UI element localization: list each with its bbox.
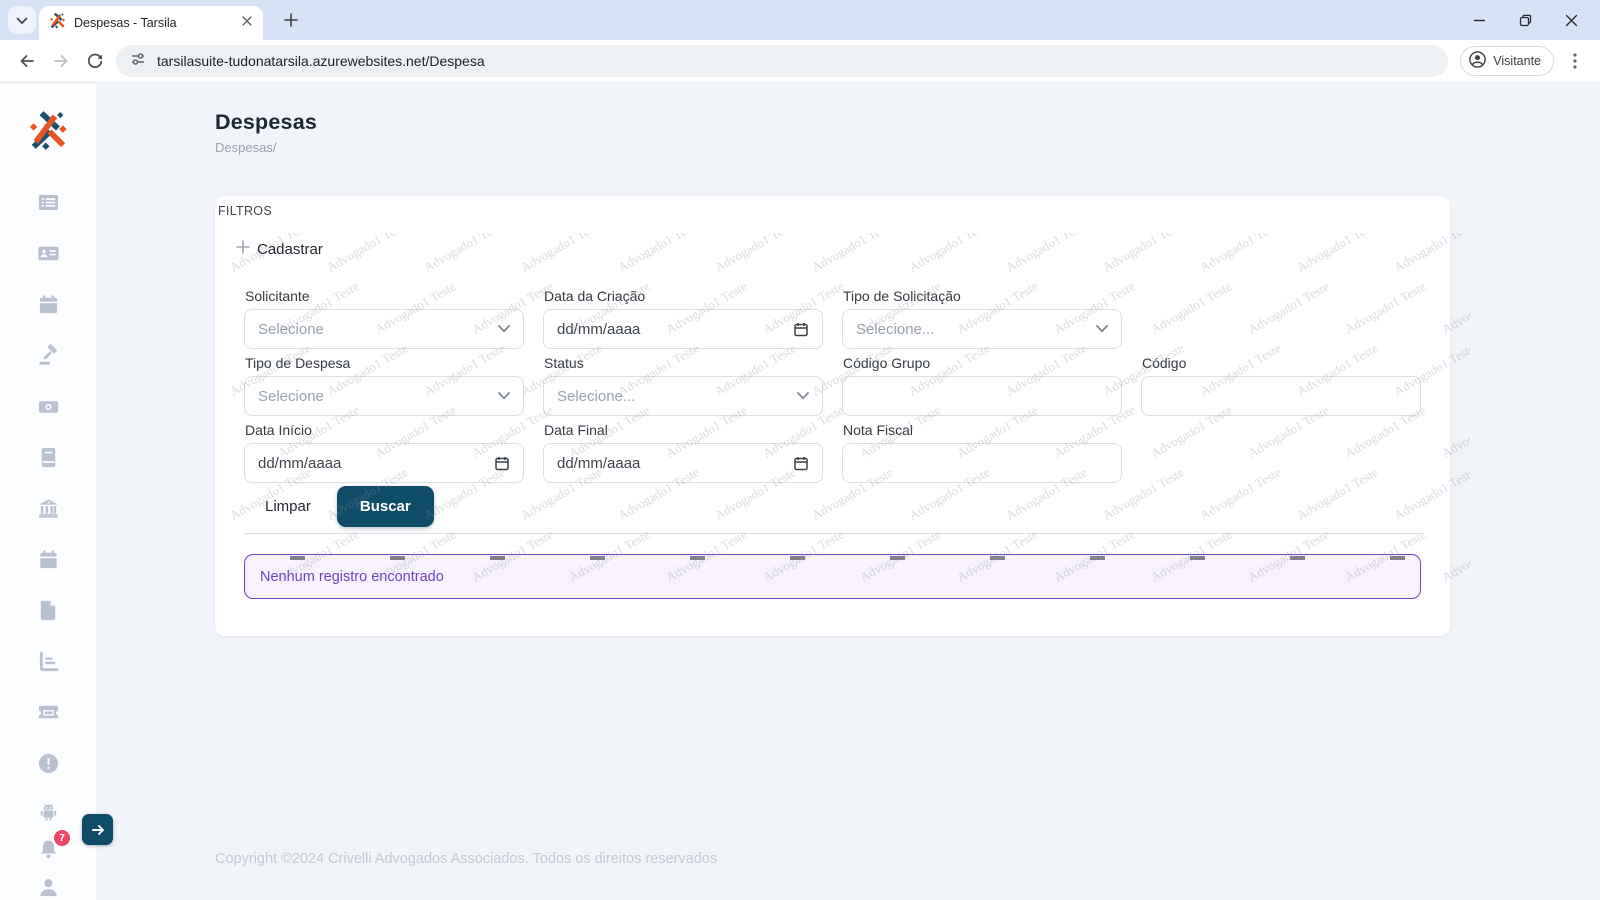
filters-grid: Solicitante Selecione Data da Criação dd… [244,288,1421,483]
tarsila-favicon-icon [49,12,66,34]
data-inicio-input[interactable]: dd/mm/aaaa [244,443,524,483]
sidebar-item-book[interactable] [35,444,61,470]
calendar-picker-icon[interactable] [793,455,809,471]
solicitante-select[interactable]: Selecione [244,309,524,349]
alert-wrap: Nenhum registro encontrado [244,554,1421,599]
url-text: tarsilasuite-tudonatarsila.azurewebsites… [157,53,485,69]
sidebar-nav [35,189,61,776]
codigo-grupo-input[interactable] [842,376,1122,416]
profile-label: Visitante [1493,54,1541,68]
breadcrumb: Despesas/ [215,140,277,155]
buscar-button[interactable]: Buscar [336,486,434,527]
divider [244,533,1421,534]
chevron-down-icon [498,392,510,400]
nota-fiscal-input[interactable] [842,443,1122,483]
filter-field-solicitante: Solicitante Selecione [244,288,524,349]
tipo-despesa-select[interactable]: Selecione [244,376,524,416]
sidebar-item-contact-card[interactable] [35,240,61,266]
sidebar-item-calendar[interactable] [35,291,61,317]
tab-close-icon[interactable] [241,14,253,32]
cadastrar-label: Cadastrar [257,240,323,258]
browser-window: Despesas - Tarsila [0,0,1600,83]
sidebar-expand-button[interactable] [82,814,113,845]
footer-copyright: Copyright ©2024 Crivelli Advogados Assoc… [215,851,718,867]
browser-toolbar: tarsilasuite-tudonatarsila.azurewebsites… [0,40,1600,83]
profile-button[interactable]: Visitante [1460,46,1554,76]
filter-field-codigo: Código [1141,355,1421,416]
filter-field-tipo-solicitacao: Tipo de Solicitação Selecione... [842,288,1122,349]
chevron-down-icon [797,392,809,400]
minimize-button[interactable] [1456,0,1502,40]
filter-field-data-inicio: Data Início dd/mm/aaaa [244,422,524,483]
limpar-button[interactable]: Limpar [263,490,313,523]
tab-search-button[interactable] [8,6,36,34]
filters-card: FILTROS Cadastrar Solicitante Selecione [215,196,1450,636]
filters-section-label: FILTROS [218,204,272,218]
browser-menu-button[interactable] [1560,46,1590,76]
chevron-down-icon [16,13,28,28]
cadastrar-button[interactable]: Cadastrar [236,240,323,258]
browser-tab[interactable]: Despesas - Tarsila [39,6,263,40]
new-tab-button[interactable] [277,6,305,34]
page-title: Despesas [215,110,318,134]
user-avatar-icon [1468,50,1487,72]
chevron-down-icon [498,325,510,333]
reload-button[interactable] [78,44,112,78]
main-content: Despesas Despesas/ FILTROS Cadastrar Sol… [97,83,1600,900]
data-criacao-input[interactable]: dd/mm/aaaa [543,309,823,349]
notification-badge: 7 [54,830,70,846]
sidebar-item-list[interactable] [35,189,61,215]
calendar-picker-icon[interactable] [793,321,809,337]
sidebar-item-money[interactable] [35,393,61,419]
tipo-solicitacao-select[interactable]: Selecione... [842,309,1122,349]
codigo-input[interactable] [1141,376,1421,416]
sidebar-item-user[interactable] [35,874,61,900]
filter-field-nota-fiscal: Nota Fiscal [842,422,1122,483]
sidebar-item-bank[interactable] [35,495,61,521]
site-settings-icon[interactable] [130,51,146,72]
sidebar-item-ticket[interactable] [35,699,61,725]
back-button[interactable] [10,44,44,78]
filter-field-codigo-grupo: Código Grupo [842,355,1122,416]
chevron-down-icon [1096,325,1108,333]
data-final-input[interactable]: dd/mm/aaaa [543,443,823,483]
window-controls [1456,0,1594,40]
sidebar-item-calendar-2[interactable] [35,546,61,572]
sidebar-item-gavel[interactable] [35,342,61,368]
url-bar[interactable]: tarsilasuite-tudonatarsila.azurewebsites… [116,45,1449,77]
tab-strip: Despesas - Tarsila [0,0,1600,40]
close-button[interactable] [1548,0,1594,40]
calendar-picker-icon[interactable] [494,455,510,471]
sidebar-item-android[interactable] [35,798,61,824]
empty-result-alert: Nenhum registro encontrado [244,554,1421,599]
plus-icon [236,240,250,258]
sidebar: 7 [0,83,97,900]
tab-title: Despesas - Tarsila [74,16,177,30]
sidebar-bottom: 7 [35,798,70,900]
sidebar-item-alert[interactable] [35,750,61,776]
sidebar-item-chart[interactable] [35,648,61,674]
tarsila-logo[interactable] [27,109,69,156]
filter-actions: Limpar Buscar [263,486,1450,527]
filter-field-data-final: Data Final dd/mm/aaaa [543,422,823,483]
forward-button[interactable] [44,44,78,78]
filter-field-data-criacao: Data da Criação dd/mm/aaaa [543,288,823,349]
filter-field-status: Status Selecione... [543,355,823,416]
sidebar-item-document[interactable] [35,597,61,623]
sidebar-item-notifications[interactable]: 7 [35,830,70,862]
restore-button[interactable] [1502,0,1548,40]
filter-field-tipo-despesa: Tipo de Despesa Selecione [244,355,524,416]
status-select[interactable]: Selecione... [543,376,823,416]
